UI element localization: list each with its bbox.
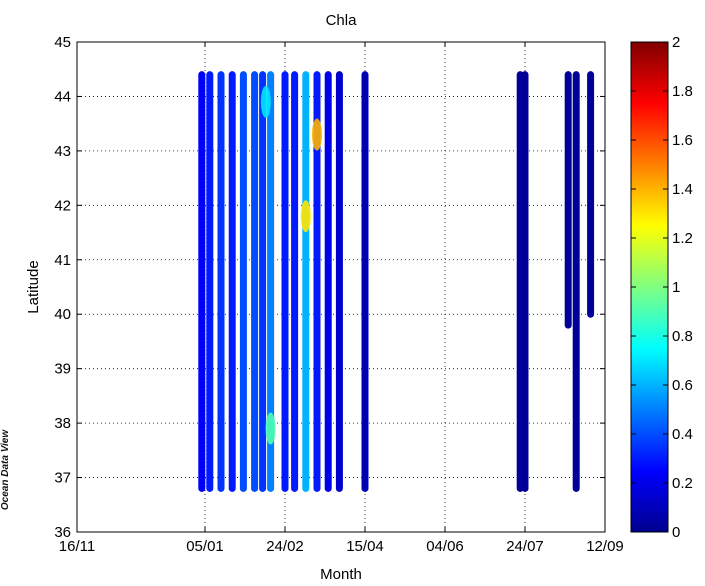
chart-title: Chla — [326, 12, 358, 29]
data-points — [198, 71, 595, 492]
y-tick-label: 43 — [54, 143, 71, 160]
colorbar-tick-label: 0.2 — [672, 475, 693, 492]
colorbar-tick-label: 1.6 — [672, 132, 693, 149]
colorbar-tick-label: 2 — [672, 34, 680, 51]
colorbar-tick-label: 0 — [672, 524, 680, 541]
ocean-data-view-watermark: Ocean Data View — [0, 429, 11, 510]
x-tick-label: 12/09 — [586, 538, 624, 555]
chla-hotspot — [260, 85, 271, 118]
chla-hotspot — [300, 200, 311, 233]
chla-hotspot — [312, 118, 322, 151]
y-tick-label: 41 — [54, 252, 71, 269]
y-tick-label: 37 — [54, 470, 71, 487]
x-tick-label: 24/07 — [506, 538, 544, 555]
colorbar-tick-label: 1.4 — [672, 181, 693, 198]
colorbar-tick-label: 1 — [672, 279, 680, 296]
y-tick-label: 40 — [54, 306, 71, 323]
colorbar-tick-label: 1.8 — [672, 83, 693, 100]
x-tick-label: 16/11 — [59, 538, 95, 555]
colorbar-tick-label: 0.6 — [672, 377, 693, 394]
y-tick-label: 42 — [54, 197, 71, 214]
x-tick-label: 24/02 — [266, 538, 304, 555]
chla-hotspot — [265, 412, 276, 445]
plot-frame — [76, 41, 606, 533]
y-tick-label: 45 — [54, 34, 71, 51]
x-tick-label: 15/04 — [346, 538, 384, 555]
y-tick-label: 38 — [54, 415, 71, 432]
y-tick-label: 44 — [54, 88, 71, 105]
y-axis-label: Latitude — [25, 260, 42, 313]
colorbar-tick-label: 0.8 — [672, 328, 693, 345]
x-tick-label: 04/06 — [426, 538, 464, 555]
colorbar-tick-label: 1.2 — [672, 230, 693, 247]
y-tick-label: 36 — [54, 524, 71, 541]
colorbar-tick-label: 0.4 — [672, 426, 693, 443]
x-axis-label: Month — [320, 566, 362, 583]
axes: 36 37 38 39 40 41 42 43 44 45 16/11 05/01 24/02 15/04… — [54, 34, 623, 555]
y-tick-label: 39 — [54, 361, 71, 378]
colorbar-gradient — [630, 41, 669, 533]
colorbar: 0 0.2 0.4 0.6 0.8 1 1.2 1.4 1.6 1.8 2 — [630, 34, 693, 541]
x-tick-label: 05/01 — [186, 538, 224, 555]
